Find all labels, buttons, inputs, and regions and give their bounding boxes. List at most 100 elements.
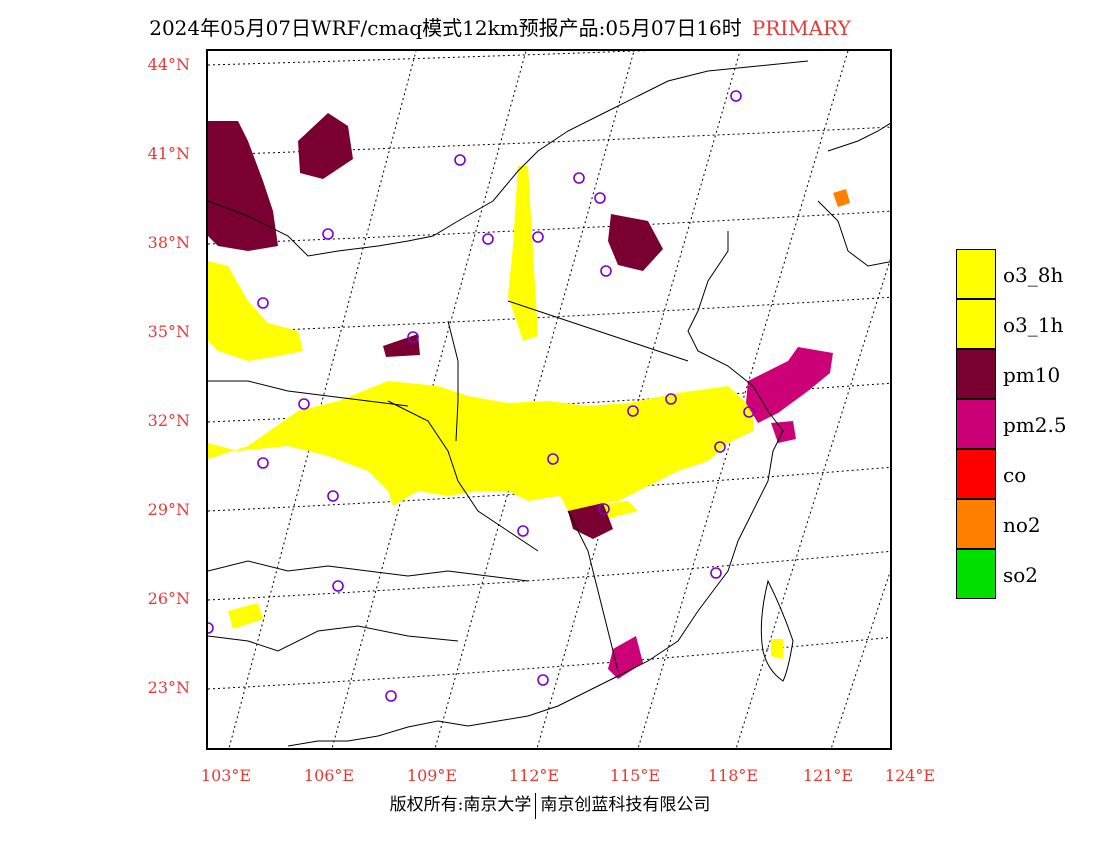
station-circle bbox=[665, 393, 677, 405]
pollution-area bbox=[771, 421, 796, 443]
station-circle bbox=[257, 457, 269, 469]
longitude-line bbox=[228, 51, 417, 748]
lon-label-103: 103°E bbox=[200, 766, 252, 785]
footer-divider bbox=[535, 792, 537, 819]
lat-label-35: 35°N bbox=[147, 322, 190, 341]
lon-label-115: 115°E bbox=[609, 766, 661, 785]
station-circle bbox=[710, 567, 722, 579]
station-circle bbox=[600, 265, 612, 277]
station-circle bbox=[385, 690, 397, 702]
lat-label-44: 44°N bbox=[147, 55, 190, 74]
legend-item-o3-8h: o3_8h bbox=[956, 249, 1096, 299]
map-canvas bbox=[208, 51, 890, 748]
station-circle bbox=[594, 192, 606, 204]
station-circle bbox=[598, 503, 610, 515]
station-circle bbox=[322, 228, 334, 240]
legend-swatch bbox=[956, 499, 996, 549]
legend-label: so2 bbox=[1003, 563, 1039, 587]
station-markers bbox=[208, 90, 755, 702]
legend-swatch bbox=[956, 549, 996, 599]
latitude-line bbox=[208, 550, 890, 601]
province-boundary bbox=[387, 400, 539, 552]
province-boundary bbox=[507, 300, 689, 362]
pollution-map bbox=[206, 49, 892, 750]
map-title: 2024年05月07日WRF/cmaq模式12km预报产品:05月07日16时 P… bbox=[0, 12, 1000, 41]
province-boundary bbox=[687, 231, 754, 387]
station-circle bbox=[573, 172, 585, 184]
legend-swatch bbox=[956, 399, 996, 449]
copyright-footer: 版权所有:南京大学 南京创蓝科技有限公司 bbox=[0, 790, 1100, 819]
lat-label-23: 23°N bbox=[147, 678, 190, 697]
legend-label: pm10 bbox=[1003, 363, 1061, 387]
province-boundary bbox=[817, 200, 890, 267]
station-circle bbox=[454, 154, 466, 166]
lon-label-124: 124°E bbox=[884, 766, 936, 785]
station-circle bbox=[257, 297, 269, 309]
province-boundary bbox=[567, 510, 619, 672]
lon-label-109: 109°E bbox=[406, 766, 458, 785]
station-circle bbox=[743, 406, 755, 418]
lat-label-38: 38°N bbox=[147, 233, 190, 252]
station-circle bbox=[517, 525, 529, 537]
legend-item-no2: no2 bbox=[956, 499, 1096, 549]
station-circle bbox=[532, 231, 544, 243]
pollutant-legend: o3_8h o3_1h pm10 pm2.5 co no2 so2 bbox=[956, 249, 1096, 599]
pollution-area bbox=[208, 261, 303, 361]
lat-label-32: 32°N bbox=[147, 411, 190, 430]
station-circle bbox=[537, 674, 549, 686]
legend-swatch bbox=[956, 349, 996, 399]
station-circle bbox=[407, 331, 419, 343]
legend-label: pm2.5 bbox=[1003, 413, 1067, 437]
province-boundary bbox=[208, 625, 459, 652]
province-boundary bbox=[760, 579, 794, 682]
legend-swatch bbox=[956, 249, 996, 299]
latitude-line bbox=[208, 636, 890, 690]
title-text: 2024年05月07日WRF/cmaq模式12km预报产品:05月07日16时 bbox=[149, 16, 742, 40]
legend-swatch bbox=[956, 299, 996, 349]
pollution-areas bbox=[208, 113, 850, 679]
station-circle bbox=[332, 580, 344, 592]
legend-item-so2: so2 bbox=[956, 549, 1096, 599]
station-circle bbox=[627, 405, 639, 417]
legend-item-pm10: pm10 bbox=[956, 349, 1096, 399]
lat-label-26: 26°N bbox=[147, 589, 190, 608]
legend-label: no2 bbox=[1003, 513, 1041, 537]
pollution-area bbox=[608, 214, 663, 271]
pollution-area bbox=[568, 503, 613, 539]
pollution-area bbox=[208, 381, 753, 506]
station-circle bbox=[714, 441, 726, 453]
pollution-area bbox=[298, 113, 353, 179]
province-boundaries bbox=[208, 60, 890, 747]
province-boundary bbox=[208, 60, 809, 257]
lat-label-29: 29°N bbox=[147, 500, 190, 519]
pollution-area bbox=[771, 639, 783, 659]
province-boundary bbox=[827, 122, 890, 152]
pollution-area bbox=[833, 189, 850, 207]
longitude-line bbox=[434, 51, 635, 748]
legend-label: o3_8h bbox=[1003, 263, 1064, 287]
legend-item-co: co bbox=[956, 449, 1096, 499]
legend-item-o3-1h: o3_1h bbox=[956, 299, 1096, 349]
legend-label: o3_1h bbox=[1003, 313, 1064, 337]
copyright-right: 南京创蓝科技有限公司 bbox=[540, 795, 711, 815]
pollution-area bbox=[208, 121, 278, 251]
station-circle bbox=[327, 490, 339, 502]
lon-label-106: 106°E bbox=[303, 766, 355, 785]
copyright-left: 版权所有:南京大学 bbox=[389, 795, 532, 815]
longitude-line bbox=[331, 51, 527, 748]
province-boundary bbox=[447, 320, 459, 442]
legend-swatch bbox=[956, 449, 996, 499]
latitude-line bbox=[208, 210, 890, 245]
station-circle bbox=[730, 90, 742, 102]
station-circle bbox=[482, 233, 494, 245]
primary-tag: PRIMARY bbox=[751, 16, 851, 40]
legend-label: co bbox=[1003, 463, 1027, 487]
province-boundary bbox=[208, 560, 529, 582]
legend-item-pm25: pm2.5 bbox=[956, 399, 1096, 449]
lon-label-118: 118°E bbox=[707, 766, 759, 785]
station-circle bbox=[547, 453, 559, 465]
province-boundary bbox=[208, 380, 409, 407]
station-circle bbox=[298, 398, 310, 410]
lat-label-41: 41°N bbox=[147, 144, 190, 163]
province-boundary bbox=[287, 385, 784, 747]
